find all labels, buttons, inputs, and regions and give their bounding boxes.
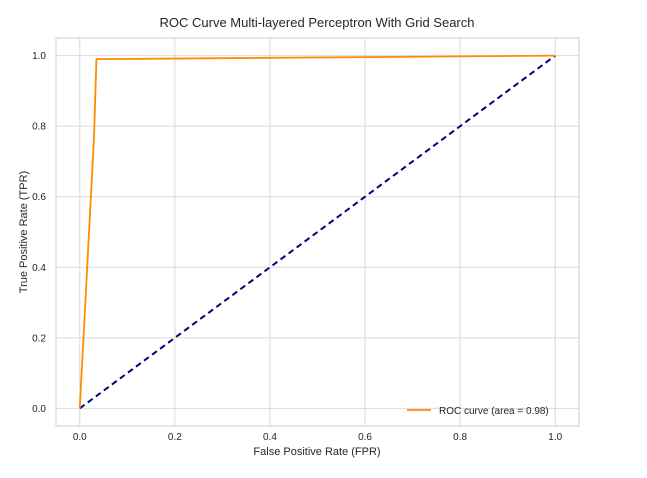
x-tick-label: 0.6 [358,432,372,443]
y-tick-label: 1.0 [32,51,46,62]
y-tick-label: 0.0 [32,404,46,415]
legend: ROC curve (area = 0.98) [407,406,549,417]
x-tick-label: 1.0 [548,432,562,443]
series-layer [78,54,556,410]
x-axis-label: False Positive Rate (FPR) [253,446,380,458]
y-tick-label: 0.6 [32,192,46,203]
random-classifier-line [79,54,556,410]
x-tick-label: 0.4 [263,432,277,443]
x-tick-label: 0.0 [73,432,87,443]
chart-title: ROC Curve Multi-layered Perceptron With … [160,15,475,30]
roc-curve-line [78,54,556,409]
plot-frame [55,37,580,427]
tick-labels: 0.0 0.2 0.4 0.6 0.8 1.0 0.0 0.2 0.4 0.6 0.8 1.0 [32,51,563,443]
y-tick-label: 0.2 [32,333,46,344]
x-tick-label: 0.2 [168,432,182,443]
x-tick-label: 0.8 [453,432,467,443]
y-tick-label: 0.4 [32,263,46,274]
legend-entry-roc: ROC curve (area = 0.98) [439,406,549,417]
y-tick-label: 0.8 [32,122,46,133]
y-axis-label: True Positive Rate (TPR) [18,171,30,293]
grid [56,38,579,426]
